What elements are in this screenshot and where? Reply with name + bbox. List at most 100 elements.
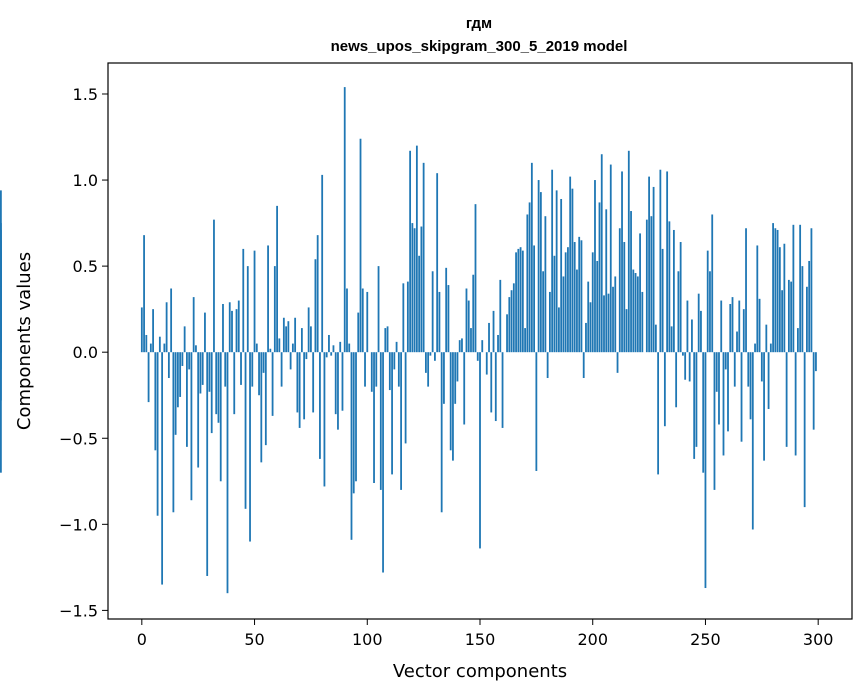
- bar: [165, 302, 168, 353]
- bar: [255, 343, 258, 353]
- bar: [208, 352, 211, 392]
- bar: [785, 352, 788, 447]
- bar: [273, 266, 276, 353]
- bar: [321, 174, 324, 353]
- bar: [609, 164, 612, 353]
- bar: [325, 352, 328, 358]
- bar: [429, 352, 432, 356]
- bar: [623, 242, 626, 353]
- bar: [600, 154, 603, 353]
- bar: [729, 303, 732, 353]
- bar: [659, 169, 662, 353]
- bar: [167, 352, 170, 379]
- bar: [210, 352, 213, 434]
- bar: [156, 352, 159, 516]
- x-tick-label: 300: [803, 630, 834, 649]
- bar: [366, 291, 369, 353]
- bar: [397, 352, 400, 387]
- bar: [454, 352, 457, 404]
- bar: [319, 352, 321, 459]
- bar: [186, 352, 188, 447]
- x-tick-label: 100: [352, 630, 383, 649]
- bar: [544, 216, 547, 353]
- bar: [564, 252, 567, 353]
- bar: [517, 248, 520, 353]
- bar: [803, 352, 806, 508]
- bar: [143, 235, 145, 353]
- bar: [806, 286, 808, 353]
- bar: [237, 300, 240, 353]
- bar: [339, 341, 342, 353]
- bar: [404, 352, 407, 444]
- bar: [722, 352, 725, 456]
- bar: [758, 298, 761, 353]
- bar: [452, 352, 454, 461]
- bar: [456, 352, 459, 382]
- bar: [738, 300, 741, 353]
- bar: [240, 352, 242, 385]
- bar: [774, 228, 777, 353]
- bar: [206, 352, 209, 576]
- bar: [174, 352, 177, 435]
- bar: [271, 352, 274, 416]
- bar: [625, 309, 628, 353]
- bar: [490, 352, 493, 413]
- bar: [700, 310, 702, 353]
- bar: [594, 180, 596, 353]
- bar: [323, 352, 326, 487]
- bar: [815, 352, 817, 372]
- bar: [682, 352, 684, 356]
- bar: [463, 352, 466, 425]
- bar: [632, 269, 635, 353]
- x-axis-label: Vector components: [393, 661, 567, 682]
- bar: [576, 269, 578, 353]
- bar: [767, 352, 770, 409]
- bar: [562, 276, 565, 353]
- bar: [551, 169, 554, 353]
- bar: [796, 328, 799, 353]
- bar: [749, 352, 752, 420]
- bar: [163, 343, 166, 353]
- bar: [691, 319, 693, 353]
- bar: [158, 336, 161, 353]
- bar: [145, 334, 148, 353]
- bar: [704, 352, 707, 589]
- bar: [521, 250, 524, 353]
- bar: [652, 186, 655, 353]
- bar: [258, 352, 260, 396]
- bar: [436, 173, 439, 353]
- bar: [533, 245, 536, 353]
- bar: [508, 297, 511, 353]
- bar: [476, 352, 479, 361]
- y-tick-label: 1.0: [73, 171, 98, 190]
- bar: [537, 180, 540, 353]
- bar: [621, 171, 623, 353]
- bar: [641, 291, 644, 353]
- bar: [262, 352, 265, 373]
- bar: [582, 352, 585, 379]
- bar: [616, 352, 619, 373]
- bar: [634, 273, 637, 353]
- bar: [406, 281, 409, 353]
- bar: [648, 176, 650, 353]
- bar: [591, 252, 594, 353]
- bar: [485, 352, 488, 375]
- x-tick-label: 150: [465, 630, 496, 649]
- bar: [278, 338, 281, 353]
- bar: [285, 326, 288, 353]
- bar: [776, 229, 779, 353]
- bar: [580, 240, 583, 353]
- bar: [663, 352, 666, 427]
- bar: [598, 202, 601, 353]
- bar: [438, 291, 441, 353]
- bar: [810, 228, 813, 353]
- bar: [578, 236, 581, 353]
- bar: [379, 352, 382, 490]
- bar: [312, 352, 315, 413]
- bar: [361, 288, 364, 353]
- bar: [695, 352, 698, 447]
- bar: [154, 352, 157, 451]
- bar: [289, 352, 292, 370]
- bar: [334, 352, 337, 415]
